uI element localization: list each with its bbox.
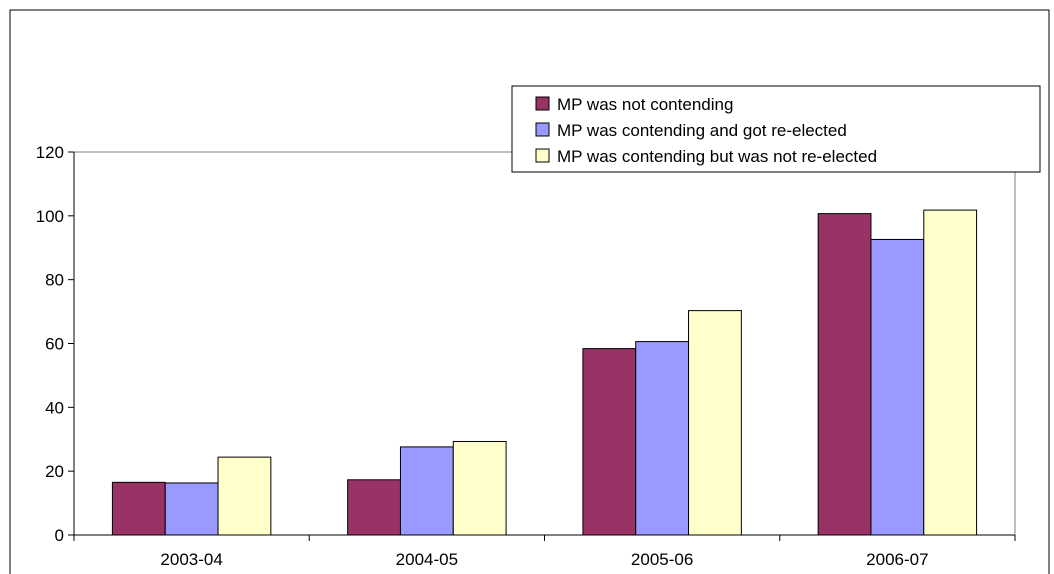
legend-swatch-not-contending	[535, 96, 550, 111]
bar-mp-was-not-contending-2006-07	[817, 213, 872, 536]
bar-mp-was-not-contending-2005-06	[582, 348, 637, 536]
bar-mp-was-contending-but-was-not-re-elected-2004-05	[452, 440, 507, 536]
legend-item: MP was contending but was not re-elected	[535, 147, 877, 166]
y-tick-label: 20	[45, 462, 64, 481]
y-tick-label: 40	[45, 398, 64, 417]
y-tick-label: 60	[45, 335, 64, 354]
bar-mp-was-contending-but-was-not-re-elected-2006-07	[923, 209, 978, 536]
legend-swatch-re-elected	[535, 122, 550, 137]
legend-swatch-not-re-elected	[535, 148, 550, 163]
bar-mp-was-contending-and-got-re-elected-2005-06	[635, 341, 690, 536]
legend-label-not-contending: MP was not contending	[557, 95, 733, 114]
bar-mp-was-not-contending-2004-05	[347, 479, 401, 536]
y-axis: 0 20 40 60 80 100 120	[36, 143, 75, 545]
bar-mp-was-contending-and-got-re-elected-2004-05	[399, 446, 454, 536]
bar-mp-was-contending-and-got-re-elected-2003-04	[164, 482, 219, 536]
bars	[111, 209, 978, 536]
legend: MP was not contending MP was contending …	[511, 85, 1041, 173]
x-category-label: 2005-06	[631, 550, 693, 569]
y-tick-label: 120	[36, 143, 64, 162]
legend-item: MP was not contending	[535, 95, 733, 114]
y-tick-label: 0	[55, 526, 64, 545]
y-tick-label: 80	[45, 271, 64, 290]
x-category-label: 2003-04	[160, 550, 222, 569]
bar-mp-was-contending-but-was-not-re-elected-2003-04	[217, 456, 272, 536]
bar-mp-was-not-contending-2003-04	[111, 481, 166, 536]
y-tick-label: 100	[36, 207, 64, 226]
bar-mp-was-contending-and-got-re-elected-2006-07	[870, 238, 925, 536]
x-category-label: 2006-07	[866, 550, 928, 569]
legend-item: MP was contending and got re-elected	[535, 121, 847, 140]
x-category-label: 2004-05	[396, 550, 458, 569]
legend-box	[511, 85, 1041, 173]
legend-label-re-elected: MP was contending and got re-elected	[557, 121, 847, 140]
legend-label-not-re-elected: MP was contending but was not re-elected	[557, 147, 877, 166]
bar-mp-was-contending-but-was-not-re-elected-2005-06	[688, 310, 742, 536]
